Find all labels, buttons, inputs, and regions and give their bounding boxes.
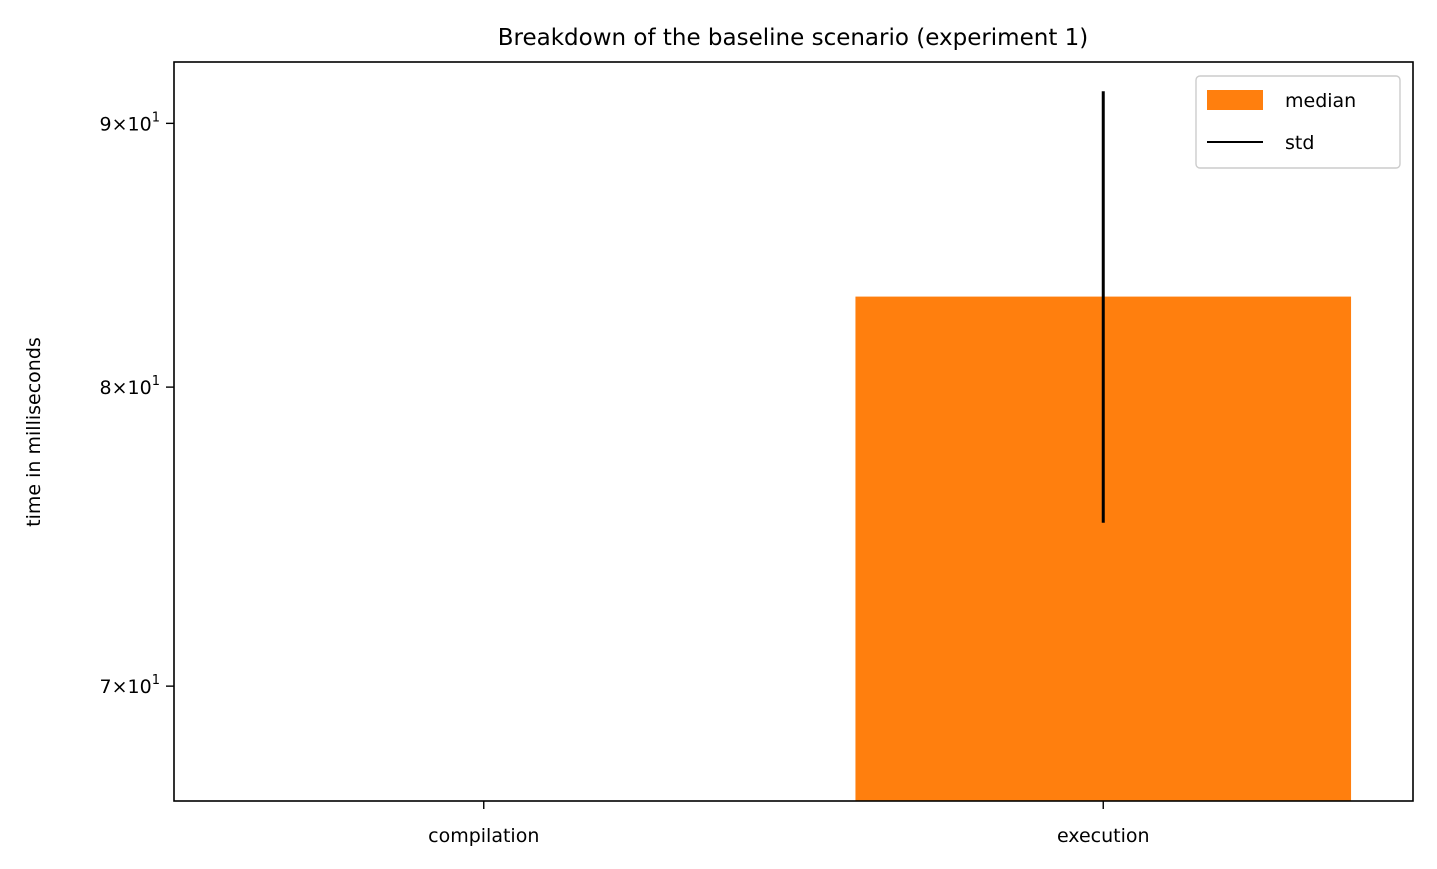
legend-label-std: std	[1285, 132, 1314, 154]
y-tick-label: 7×101	[100, 673, 160, 698]
legend: median std	[1195, 75, 1401, 169]
legend-label-median: median	[1285, 90, 1356, 112]
x-tick-label: execution	[1057, 825, 1150, 847]
x-tick-label: compilation	[428, 825, 539, 847]
y-axis-label: time in milliseconds	[23, 337, 45, 527]
axes-frame	[173, 61, 1414, 802]
legend-swatch-median	[1207, 90, 1263, 110]
y-tick-label: 8×101	[100, 374, 160, 399]
y-tick-label: 9×101	[100, 110, 160, 135]
chart-title: Breakdown of the baseline scenario (expe…	[498, 25, 1089, 51]
plot-area: compilation execution 7×101 8×101 9×101 media…	[100, 61, 1414, 847]
